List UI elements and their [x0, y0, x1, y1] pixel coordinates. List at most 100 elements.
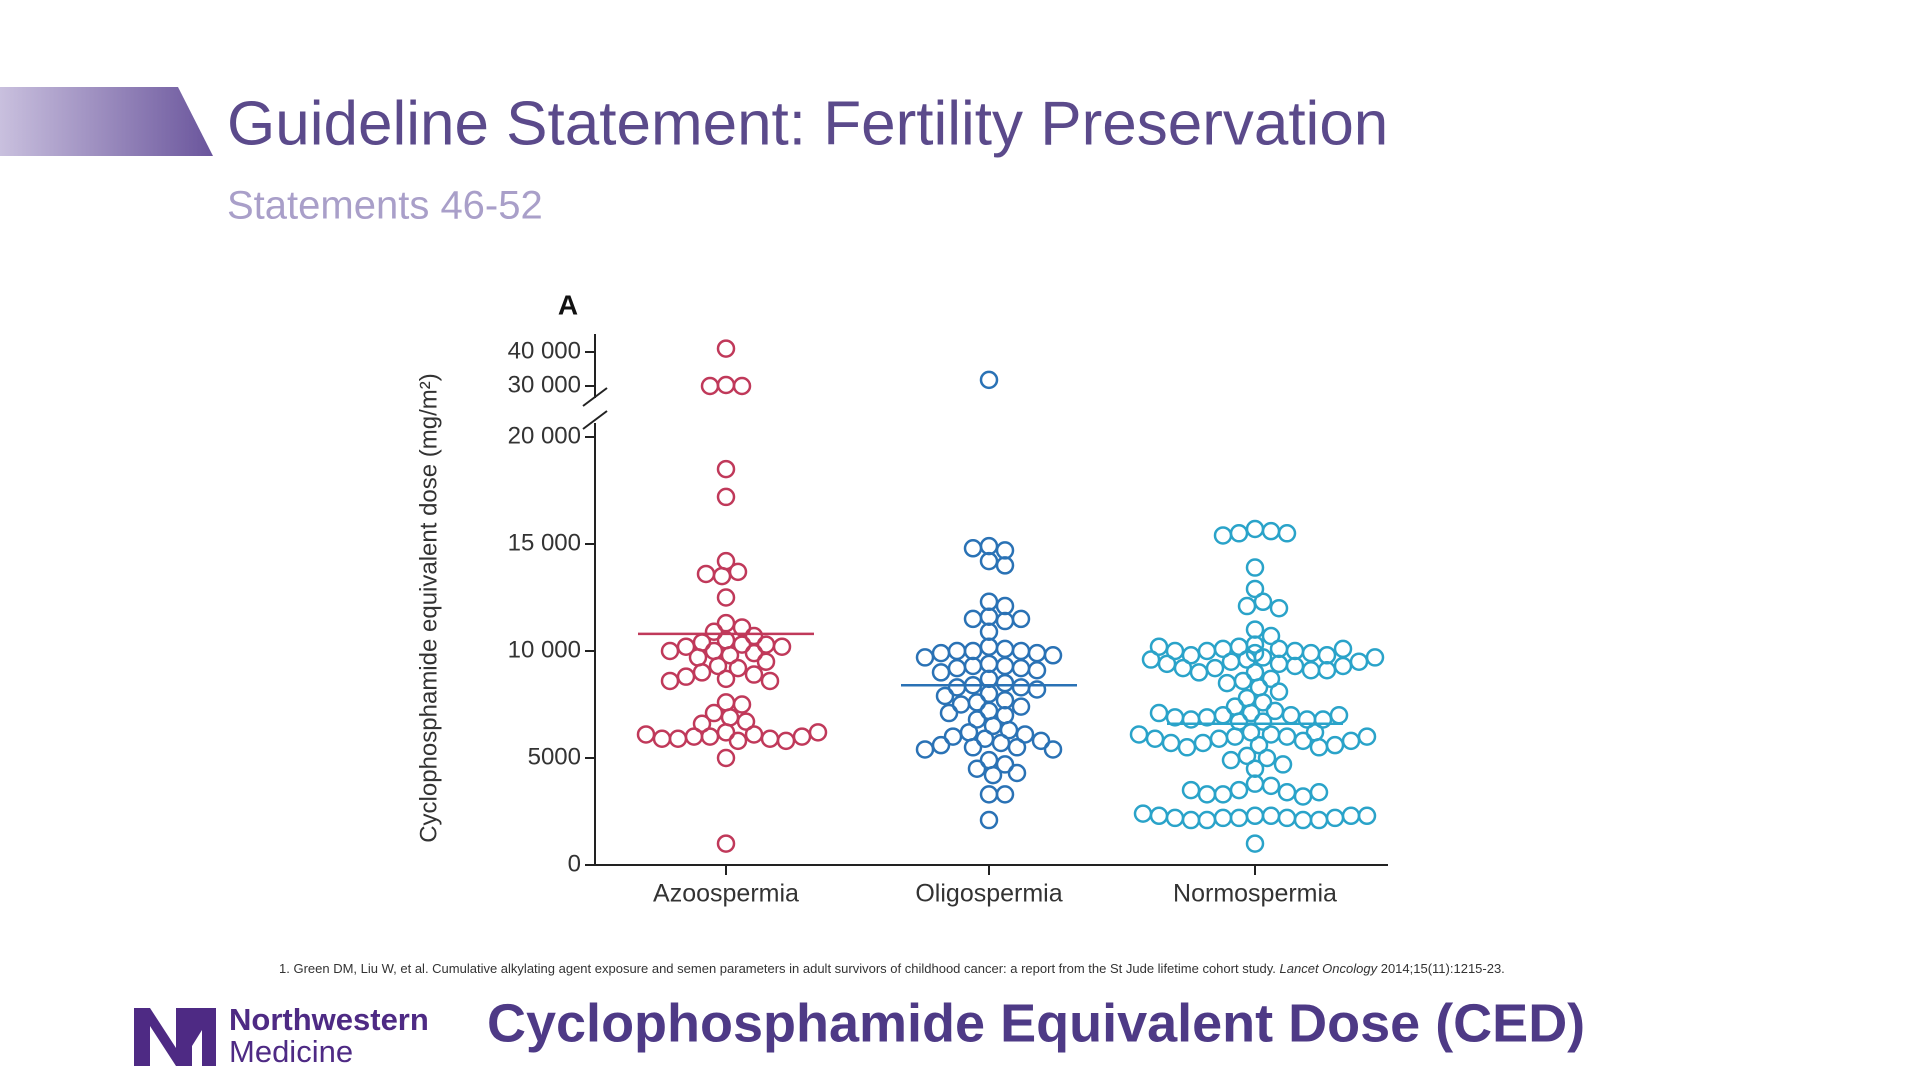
data-point — [1149, 637, 1169, 656]
data-point — [1245, 579, 1265, 599]
data-point — [1141, 650, 1161, 669]
data-point — [716, 834, 736, 853]
data-point — [1249, 735, 1269, 755]
data-point — [728, 562, 748, 582]
data-point — [1357, 727, 1377, 746]
data-point — [1007, 763, 1027, 783]
data-point — [1221, 652, 1241, 671]
data-point — [1043, 740, 1063, 759]
data-point — [1261, 521, 1281, 541]
plot-area: 0 5000 10 000 15 000 20 000 30 000 40 000 Azoos… — [508, 334, 1388, 908]
data-point — [1197, 785, 1217, 804]
slide-title: Guideline Statement: Fertility Preservat… — [227, 89, 1388, 158]
data-point — [1341, 806, 1361, 826]
data-point — [947, 641, 967, 661]
footer-title: Cyclophosphamide Equivalent Dose (CED) — [487, 993, 1585, 1053]
data-point — [720, 708, 740, 727]
data-point — [963, 738, 983, 757]
data-point — [995, 556, 1015, 575]
data-point — [1027, 643, 1047, 663]
data-point — [979, 551, 999, 571]
y-tick-label: 10 000 — [508, 636, 581, 663]
data-point — [1325, 735, 1345, 755]
reference-text: 2014;15(11):1215-23. — [1377, 961, 1505, 976]
data-point — [1217, 673, 1237, 693]
data-point — [979, 654, 999, 674]
data-point — [1293, 731, 1313, 751]
data-point — [1245, 620, 1265, 639]
data-point — [991, 733, 1011, 753]
data-point — [700, 376, 720, 396]
data-point — [732, 635, 752, 654]
data-point — [963, 609, 983, 629]
data-point — [979, 370, 999, 390]
data-point — [1181, 710, 1201, 729]
data-point — [676, 667, 696, 686]
data-point — [1245, 643, 1265, 663]
data-point — [1161, 733, 1181, 753]
data-point — [995, 596, 1015, 616]
data-point — [995, 656, 1015, 676]
data-point — [808, 723, 828, 742]
data-point — [979, 536, 999, 556]
y-tick-label: 5000 — [528, 743, 581, 770]
data-point — [1229, 524, 1249, 543]
data-point — [704, 622, 724, 641]
y-axis-label: Cyclophosphamide equivalent dose (mg/m²) — [415, 373, 442, 843]
data-point — [943, 727, 963, 746]
data-point — [1007, 738, 1027, 757]
data-point — [1277, 727, 1297, 746]
data-point — [947, 658, 967, 678]
y-tick-label: 15 000 — [508, 529, 581, 556]
data-point — [1245, 558, 1265, 577]
data-point — [1333, 656, 1353, 676]
y-tick-label: 20 000 — [508, 422, 581, 449]
data-point — [1329, 705, 1349, 725]
data-point — [1245, 774, 1265, 793]
y-tick-label: 30 000 — [508, 371, 581, 398]
data-point — [1145, 729, 1165, 748]
data-point — [1349, 652, 1369, 671]
data-point — [963, 539, 983, 558]
data-point — [716, 669, 736, 689]
data-point — [652, 729, 672, 748]
data-point — [1253, 592, 1273, 612]
data-point — [1011, 641, 1031, 661]
data-point — [979, 592, 999, 612]
data-point — [716, 339, 736, 358]
logo-mark — [134, 1008, 192, 1066]
data-point — [792, 727, 812, 746]
data-point — [983, 765, 1003, 785]
data-point — [979, 810, 999, 830]
data-point — [716, 748, 736, 768]
data-point — [1261, 776, 1281, 796]
data-point — [1173, 658, 1193, 678]
data-point — [959, 723, 979, 742]
data-point — [995, 690, 1015, 710]
data-point — [1181, 810, 1201, 830]
data-point — [939, 703, 959, 723]
data-point — [1229, 808, 1249, 828]
data-point — [744, 725, 764, 744]
data-point — [1257, 748, 1277, 768]
data-point — [963, 656, 983, 676]
data-point — [668, 729, 688, 748]
data-point — [1293, 810, 1313, 830]
data-point — [1225, 727, 1245, 746]
data-point — [931, 735, 951, 755]
data-point — [728, 658, 748, 678]
data-point — [1229, 780, 1249, 800]
data-point — [1129, 725, 1149, 744]
data-point — [1269, 654, 1289, 674]
data-point — [776, 731, 796, 751]
logo-text: Northwestern — [229, 1002, 429, 1037]
data-point — [660, 641, 680, 661]
data-point — [1241, 703, 1261, 723]
data-point — [915, 648, 935, 667]
data-point — [947, 678, 967, 697]
logo: Northwestern Medicine — [134, 1002, 429, 1069]
data-point — [1277, 808, 1297, 828]
data-point — [1149, 806, 1169, 826]
title-tab — [0, 87, 213, 156]
data-point — [935, 686, 955, 706]
